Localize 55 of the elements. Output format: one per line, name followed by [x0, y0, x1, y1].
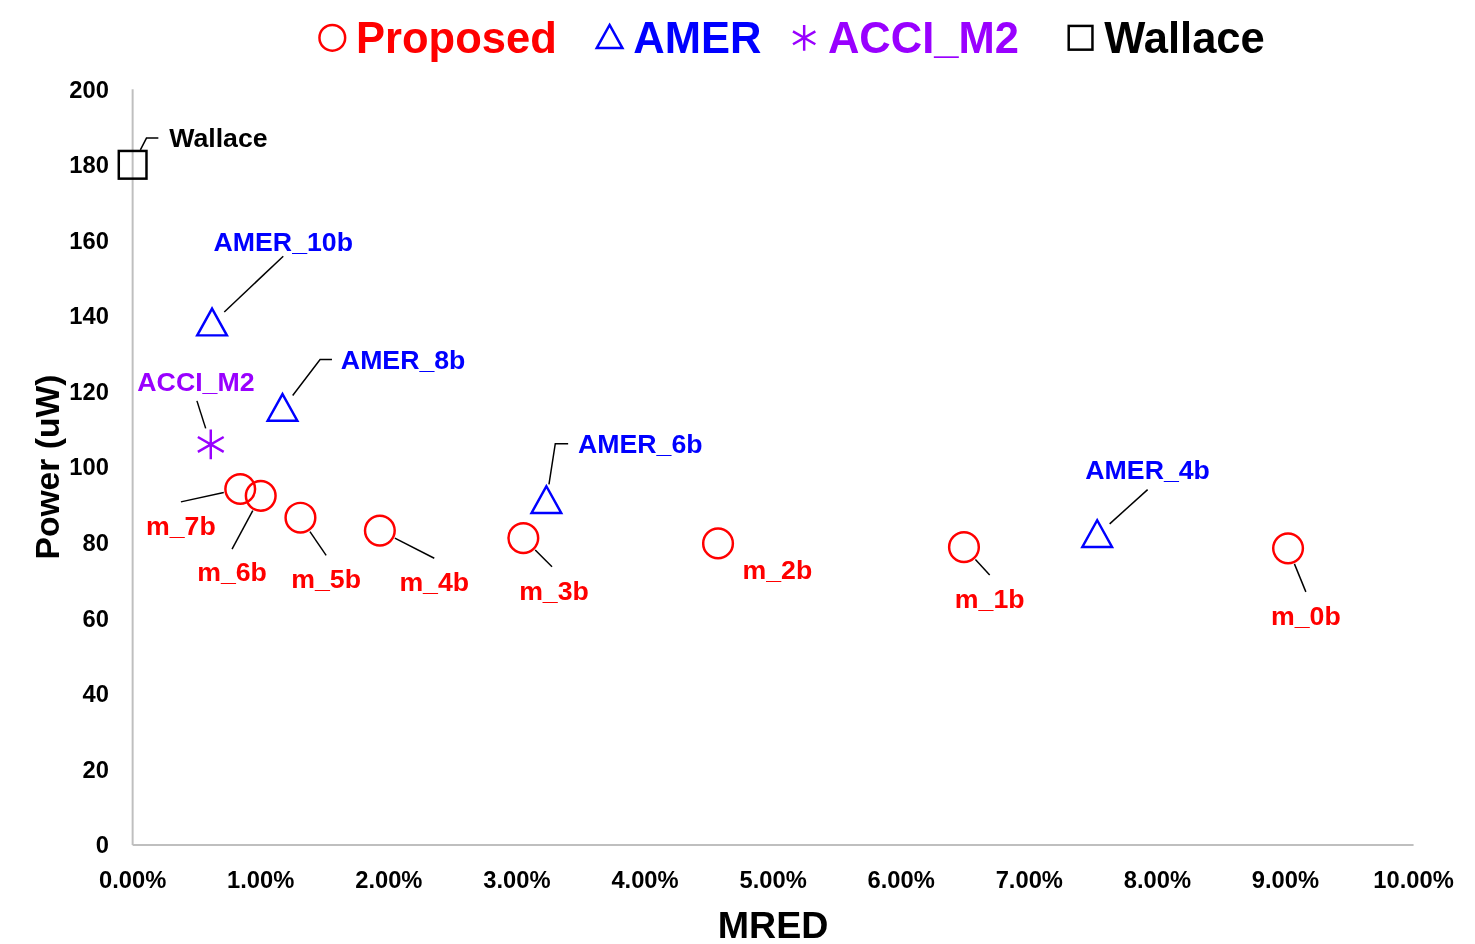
- x-tick-label: 8.00%: [1123, 866, 1192, 893]
- annotation: m_5b: [291, 564, 362, 595]
- annotation: AMER_10b: [213, 226, 353, 257]
- y-tick-label: 160: [69, 227, 109, 254]
- legend-label: AMER: [633, 14, 762, 63]
- annotation: m_4b: [399, 567, 470, 598]
- annotation: m_3b: [519, 575, 589, 606]
- point: [363, 514, 396, 547]
- y-tick-label: 0: [95, 832, 109, 859]
- annotation: m_6b: [197, 557, 267, 588]
- point: [530, 485, 563, 515]
- y-tick-label: 100: [69, 454, 109, 481]
- y-tick-label: 200: [69, 76, 109, 103]
- x-tick-label: 7.00%: [995, 866, 1063, 893]
- legend-label: Proposed: [356, 14, 557, 63]
- y-tick-label: 60: [82, 605, 109, 632]
- point: [117, 149, 148, 180]
- point: [947, 531, 981, 564]
- x-tick-label: 3.00%: [483, 866, 551, 893]
- annotation: AMER_6b: [578, 429, 703, 460]
- point: [244, 479, 277, 512]
- point: [224, 472, 257, 506]
- legend-label: Wallace: [1104, 14, 1265, 63]
- x-tick-label: 2.00%: [355, 866, 423, 893]
- annotation: AMER_4b: [1085, 455, 1210, 486]
- y-axis-title: Power (uW): [29, 374, 67, 560]
- annotation: m_7b: [146, 510, 216, 541]
- point: [507, 522, 540, 555]
- point: [284, 501, 317, 534]
- x-tick-label: 1.00%: [227, 866, 295, 893]
- y-tick-label: 140: [69, 303, 109, 330]
- x-tick-label: 10.00%: [1373, 866, 1454, 893]
- x-tick-label: 9.00%: [1251, 866, 1320, 893]
- y-tick-label: 40: [82, 681, 109, 708]
- point: [701, 527, 735, 560]
- point: [266, 392, 299, 423]
- annotation: Wallace: [169, 123, 268, 154]
- y-tick-label: 120: [69, 378, 109, 405]
- point: [1271, 532, 1305, 565]
- x-tick-label: 4.00%: [611, 866, 679, 893]
- point: [195, 307, 229, 337]
- annotation: m_2b: [742, 555, 813, 586]
- y-tick-label: 80: [82, 529, 109, 556]
- annotation: ACCI_M2: [137, 367, 255, 398]
- annotation: AMER_8b: [340, 344, 466, 375]
- y-tick-label: 180: [69, 152, 109, 179]
- legend-label: ACCI_M2: [827, 14, 1019, 63]
- point: [1081, 519, 1114, 549]
- annotation: m_0b: [1271, 600, 1341, 631]
- x-tick-label: 0.00%: [99, 866, 167, 893]
- annotation: m_1b: [954, 583, 1025, 614]
- x-axis-title: MRED: [717, 904, 829, 944]
- x-tick-label: 6.00%: [867, 866, 935, 893]
- y-tick-label: 20: [82, 756, 109, 783]
- x-tick-label: 5.00%: [739, 866, 807, 893]
